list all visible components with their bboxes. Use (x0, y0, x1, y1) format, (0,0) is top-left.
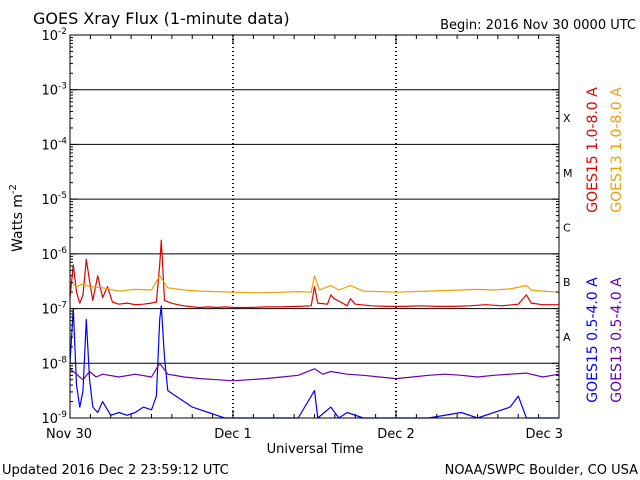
source-credit: NOAA/SWPC Boulder, CO USA (445, 463, 638, 478)
legend-entry: GOES15 1.0-8.0 A (585, 87, 601, 213)
y-axis-ticks: 10-9 10-8 10-7 10-6 10-5 10-4 10-3 10-2 (41, 27, 559, 427)
y-tick-label: 10-3 (41, 82, 67, 99)
x-tick-label: Nov 30 (46, 427, 92, 442)
flare-class-labels: X M C B A (563, 112, 573, 344)
flare-class-b: B (563, 276, 571, 289)
y-tick-label: 10-2 (41, 27, 67, 44)
legend-entry: GOES13 1.0-8.0 A (609, 87, 625, 213)
flare-class-a: A (563, 331, 571, 344)
y-axis-label-text: Watts m (10, 194, 26, 252)
updated-timestamp: Updated 2016 Dec 2 23:59:12 UTC (2, 463, 229, 478)
y-axis-label: Watts m-2 (8, 184, 26, 252)
legend: GOES15 1.0-8.0 A GOES13 1.0-8.0 A GOES15 0… (585, 87, 625, 403)
flare-class-c: C (563, 222, 571, 235)
series-line (69, 362, 560, 382)
series-line (69, 239, 559, 309)
y-tick-label: 10-5 (41, 191, 67, 208)
grid-lines (70, 35, 559, 418)
x-tick-label: Dec 1 (214, 427, 252, 442)
plot-frame (69, 34, 560, 419)
y-tick-label: 10-9 (41, 410, 67, 427)
y-tick-label: 10-6 (41, 246, 67, 263)
y-axis-label-superscript: -2 (8, 184, 19, 194)
y-tick-label: 10-7 (41, 301, 67, 318)
x-axis-ticks: Nov 30 Dec 1 Dec 2 Dec 3 (46, 35, 563, 442)
x-axis-label: Universal Time (267, 442, 364, 457)
flare-class-m: M (563, 167, 573, 180)
y-tick-label: 10-8 (41, 355, 67, 372)
begin-time-label: Begin: 2016 Nov 30 0000 UTC (440, 18, 636, 33)
legend-entry: GOES15 0.5-4.0 A (585, 277, 601, 403)
data-lines (69, 239, 560, 419)
series-line (69, 305, 559, 419)
legend-entry: GOES13 0.5-4.0 A (609, 277, 625, 403)
chart-title: GOES Xray Flux (1-minute data) (33, 9, 290, 28)
series-line (69, 275, 560, 294)
x-tick-label: Dec 3 (525, 427, 563, 442)
y-tick-label: 10-4 (41, 136, 67, 153)
flare-class-x: X (563, 112, 571, 125)
x-tick-label: Dec 2 (377, 427, 415, 442)
